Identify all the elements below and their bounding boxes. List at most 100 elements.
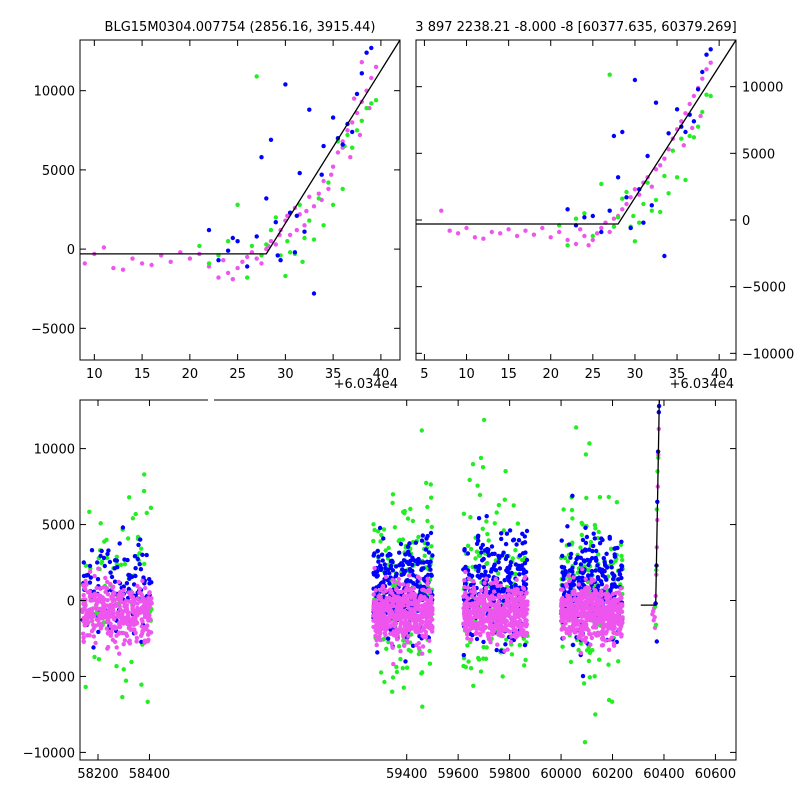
data-point <box>401 638 406 643</box>
data-point <box>410 643 416 648</box>
data-point <box>472 235 478 240</box>
data-point <box>653 100 659 105</box>
data-point <box>144 510 149 516</box>
data-point <box>398 649 403 654</box>
data-point <box>645 180 650 185</box>
data-point <box>127 641 133 646</box>
data-point <box>583 452 589 457</box>
data-point <box>425 504 430 510</box>
data-point <box>393 564 399 569</box>
data-point <box>506 578 512 583</box>
data-point <box>607 208 612 213</box>
data-point <box>412 621 418 626</box>
data-point <box>516 563 521 568</box>
data-point <box>592 601 597 607</box>
data-point <box>557 229 562 235</box>
data-point <box>492 617 498 623</box>
panel-top-right-title: 3 897 2238.21 -8.000 -8 [60377.635, 6037… <box>415 20 736 35</box>
data-point <box>573 425 579 430</box>
data-point <box>690 125 695 131</box>
data-point <box>254 256 259 261</box>
data-point <box>292 250 298 255</box>
data-point <box>321 178 326 184</box>
data-point <box>408 506 413 512</box>
data-point <box>307 218 312 223</box>
data-point <box>81 639 87 644</box>
data-point <box>592 587 598 593</box>
data-point <box>482 624 487 630</box>
data-point <box>390 689 395 694</box>
data-point <box>484 645 489 650</box>
data-point <box>594 621 599 627</box>
data-point <box>383 565 388 571</box>
data-point <box>379 532 384 538</box>
data-point <box>230 235 235 241</box>
data-point <box>637 220 642 225</box>
data-point <box>380 621 385 627</box>
x-tick-label: 20 <box>182 367 199 382</box>
data-point <box>394 604 399 610</box>
data-point <box>654 639 659 644</box>
data-point <box>473 600 478 606</box>
data-point <box>560 570 565 575</box>
data-point <box>620 207 625 212</box>
data-point <box>140 619 145 624</box>
data-point <box>465 636 470 641</box>
data-point <box>426 587 432 592</box>
data-point <box>117 604 122 609</box>
data-point <box>503 541 509 547</box>
data-point <box>476 533 481 538</box>
data-point <box>311 204 317 209</box>
data-point <box>601 556 606 561</box>
data-point <box>92 596 98 601</box>
data-point <box>466 576 472 581</box>
data-point <box>406 594 412 600</box>
x-tick-label: 40 <box>373 367 390 382</box>
data-point <box>611 216 617 221</box>
data-point <box>429 626 434 631</box>
data-point <box>130 618 136 623</box>
data-point <box>106 629 112 634</box>
data-point <box>392 619 397 624</box>
data-point <box>481 556 486 562</box>
data-point <box>132 628 137 633</box>
data-point <box>589 592 594 597</box>
data-point <box>469 589 474 594</box>
data-point <box>340 139 345 144</box>
x-tick-label: 35 <box>325 367 342 382</box>
data-point <box>402 508 407 514</box>
data-point <box>473 596 478 601</box>
data-point <box>82 586 88 591</box>
data-point <box>372 527 377 533</box>
data-point <box>523 228 528 233</box>
data-point <box>606 494 611 500</box>
data-point <box>606 647 612 652</box>
data-point <box>420 704 425 709</box>
x-tick-label: 30 <box>277 367 294 382</box>
data-point <box>87 580 93 585</box>
data-point <box>513 592 518 597</box>
data-point <box>430 617 435 622</box>
data-point <box>373 624 379 630</box>
data-point <box>88 607 93 612</box>
data-point <box>425 576 430 581</box>
data-point <box>463 569 468 575</box>
data-point <box>415 615 421 620</box>
data-point <box>104 619 110 625</box>
data-point <box>491 589 497 594</box>
data-point <box>481 573 486 578</box>
data-point <box>385 636 391 641</box>
data-point <box>608 546 614 552</box>
data-point <box>87 594 93 599</box>
data-point <box>599 636 605 641</box>
data-point <box>105 579 110 585</box>
data-point <box>619 563 624 568</box>
data-point <box>496 571 501 576</box>
data-point <box>123 678 129 683</box>
data-point <box>597 566 602 572</box>
data-point <box>620 196 625 201</box>
data-point <box>206 227 212 233</box>
data-point <box>404 638 409 643</box>
data-point <box>340 186 345 192</box>
data-point <box>619 567 624 572</box>
